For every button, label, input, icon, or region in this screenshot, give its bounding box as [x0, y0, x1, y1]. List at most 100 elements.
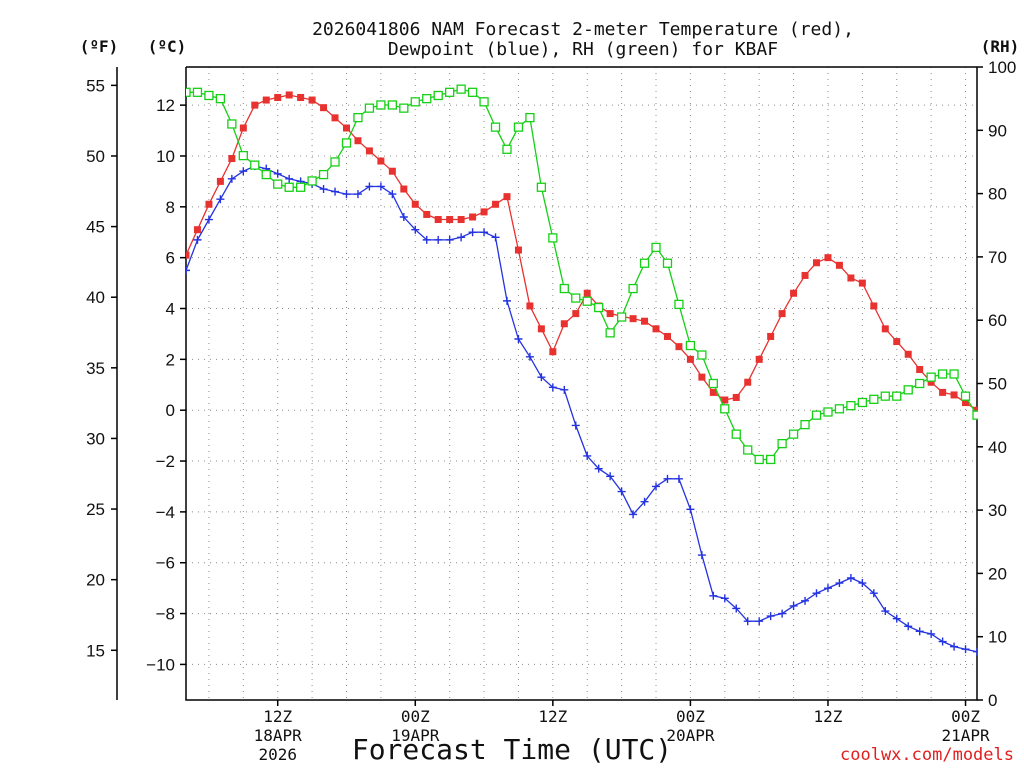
dewpoint-point — [652, 482, 661, 491]
temperature-point — [308, 96, 316, 104]
rh-point — [708, 378, 718, 389]
dewpoint-point — [823, 584, 832, 593]
celsius-tick-label: 10 — [156, 147, 175, 166]
rh-point — [502, 144, 512, 154]
fahrenheit-tick-label: 25 — [86, 500, 105, 519]
temperature-point — [663, 332, 671, 340]
dewpoint-point — [239, 167, 248, 176]
x-tick-date: 21APR — [941, 726, 990, 745]
temperature-point — [686, 355, 694, 363]
temperature-point — [572, 310, 580, 318]
rh-tick-label: 30 — [988, 501, 1007, 520]
dewpoint-point — [186, 266, 190, 275]
dewpoint-point — [353, 190, 362, 199]
x-tick-label: 12Z — [814, 707, 843, 726]
rh-tick-label: 60 — [988, 311, 1007, 330]
rh-point — [159, 82, 167, 90]
dewpoint-point — [766, 612, 775, 621]
rh-point — [410, 97, 420, 107]
rh-point — [490, 122, 501, 132]
celsius-tick-label: −2 — [156, 452, 175, 471]
rh-point — [330, 157, 340, 167]
rh-point — [685, 340, 696, 351]
rh-point — [846, 401, 856, 411]
temperature-point — [767, 332, 775, 340]
dewpoint-point — [743, 617, 752, 626]
temperature-point — [148, 145, 155, 152]
temperature-point — [904, 350, 912, 358]
rh-point — [456, 84, 466, 94]
temperature-point — [251, 101, 259, 109]
temperature-point — [160, 175, 167, 182]
rh-point — [148, 88, 156, 96]
dewpoint-point — [159, 185, 167, 193]
rh-unit-label: (RH) — [981, 37, 1020, 56]
rh-point — [766, 454, 776, 465]
dewpoint-point — [411, 225, 420, 234]
temperature-point — [320, 104, 328, 112]
temperature-point — [962, 399, 970, 407]
dewpoint-line — [186, 165, 978, 653]
rh-point — [628, 283, 638, 294]
temperature-point — [744, 378, 752, 386]
dewpoint-point — [629, 510, 638, 519]
rh-point — [364, 103, 375, 113]
rh-point — [743, 445, 753, 455]
temperature-point — [881, 325, 889, 333]
temperature-point — [1008, 422, 1015, 429]
temperature-point — [790, 289, 798, 297]
temperature-point — [400, 185, 408, 193]
temperature-point — [847, 274, 855, 282]
dewpoint-point — [193, 235, 202, 244]
dewpoint-point — [525, 352, 534, 361]
rh-point — [754, 454, 764, 465]
dewpoint-point — [915, 627, 924, 636]
dewpoint-point — [399, 212, 408, 221]
temperature-point — [721, 396, 729, 404]
temperature-point — [801, 271, 809, 279]
rh-point — [731, 429, 741, 439]
dewpoint-point — [365, 182, 374, 191]
temperature-point — [698, 373, 706, 381]
fahrenheit-tick-label: 50 — [86, 147, 105, 166]
temperature-point — [652, 325, 660, 333]
rh-point — [445, 87, 455, 97]
temperature-point — [560, 320, 568, 328]
fahrenheit-tick-label: 15 — [86, 641, 105, 660]
rh-point — [996, 490, 1004, 498]
temperature-point — [423, 210, 431, 218]
rh-point — [548, 233, 558, 243]
temperature-point — [813, 259, 821, 267]
rh-point — [559, 283, 569, 294]
dewpoint-point — [216, 195, 225, 204]
plot-frame — [185, 67, 978, 701]
dewpoint-point — [136, 167, 144, 175]
dewpoint-point — [1007, 638, 1015, 646]
dewpoint-point — [502, 296, 511, 305]
rh-point — [192, 87, 203, 97]
dewpoint-point — [617, 487, 626, 496]
temperature-point — [377, 157, 385, 165]
celsius-tick-label: −10 — [146, 655, 175, 674]
dewpoint-point — [560, 385, 569, 394]
dewpoint-point — [869, 589, 878, 598]
temperature-point — [469, 213, 477, 221]
rh-point — [926, 372, 936, 382]
rh-point — [903, 385, 913, 395]
temperature-point — [916, 366, 924, 374]
temperature-point — [526, 302, 534, 310]
temperature-point — [171, 224, 178, 231]
temperature-point — [446, 216, 454, 224]
temperature-point — [354, 137, 362, 145]
temperature-point — [480, 208, 488, 216]
rh-point — [949, 369, 959, 379]
temperature-point — [193, 226, 201, 234]
dewpoint-point — [801, 596, 810, 605]
chart-title-line2: Dewpoint (blue), RH (green) for KBAF — [388, 39, 778, 60]
dewpoint-point — [996, 648, 1004, 656]
rh-point — [605, 328, 615, 338]
rh-point — [594, 302, 604, 313]
temperature-point — [388, 167, 396, 175]
temperature-point — [186, 251, 190, 259]
temperature-point — [411, 200, 419, 208]
